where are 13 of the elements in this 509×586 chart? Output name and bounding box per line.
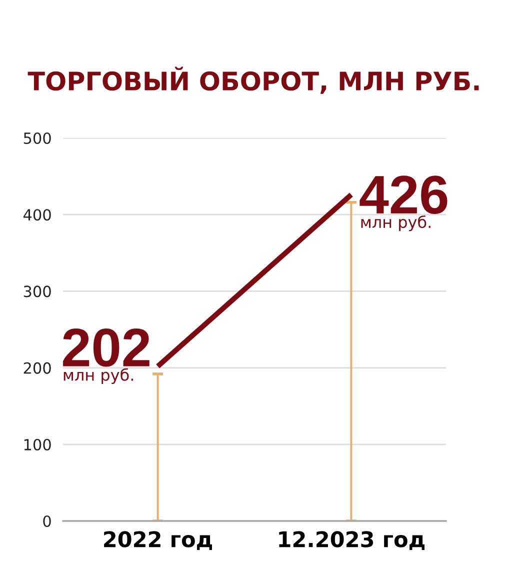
x-tick-label: 12.2023 год	[279, 531, 424, 550]
data-label: 426	[360, 176, 448, 214]
y-tick-label: 0	[43, 515, 51, 528]
y-tick-label: 100	[24, 438, 51, 450]
data-label: 202	[63, 328, 150, 367]
y-tick-label: 400	[23, 209, 51, 221]
annotation: млн руб.	[64, 368, 133, 384]
x-tick-label: 2022 год	[104, 531, 212, 550]
chart-title: ТОРГОВЫЙ ОБОРОТ, МЛН РУБ.	[28, 66, 479, 94]
annotation: млн руб.	[361, 215, 430, 232]
y-tick-label: 500	[24, 132, 51, 144]
y-tick-label: 300	[24, 286, 51, 298]
y-tick-label: 200	[24, 362, 51, 374]
